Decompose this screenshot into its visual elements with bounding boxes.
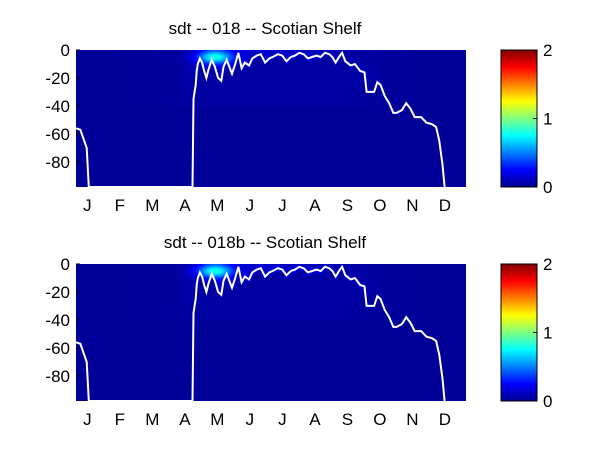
x-tick-label: F xyxy=(115,410,125,429)
x-tick-label: M xyxy=(145,410,159,429)
heatmap-field xyxy=(76,264,466,401)
y-tick-label: 0 xyxy=(61,41,70,60)
x-tick-label: J xyxy=(83,410,92,429)
x-tick-label: M xyxy=(145,196,159,215)
y-tick-label: -20 xyxy=(45,283,70,302)
y-tick-label: -80 xyxy=(45,153,70,172)
y-tick-label: -60 xyxy=(45,339,70,358)
chart-title: sdt -- 018b -- Scotian Shelf xyxy=(164,233,366,252)
x-tick-label: J xyxy=(83,196,92,215)
x-tick-label: F xyxy=(115,196,125,215)
x-tick-label: J xyxy=(278,196,287,215)
y-tick-label: -40 xyxy=(45,311,70,330)
y-tick-label: -60 xyxy=(45,125,70,144)
x-tick-label: M xyxy=(210,410,224,429)
chart-title: sdt -- 018 -- Scotian Shelf xyxy=(169,19,362,38)
y-tick-label: -80 xyxy=(45,367,70,386)
x-tick-label: O xyxy=(373,410,386,429)
colorbar: 0 1 2 xyxy=(500,41,552,197)
heatmap-image xyxy=(76,264,466,401)
x-tick-label: J xyxy=(246,410,255,429)
x-tick-label: O xyxy=(373,196,386,215)
y-tick-label: -20 xyxy=(45,69,70,88)
colorbar-axis: 0 1 2 xyxy=(533,41,552,197)
colorbar-gradient xyxy=(500,263,538,402)
mixed-layer-line xyxy=(76,264,446,401)
colorbar: 0 1 2 xyxy=(500,255,552,411)
colorbar-tick-label: 2 xyxy=(543,41,552,60)
panel-top: sdt -- 018 -- Scotian Shelf 0 -20 -40 -60 -8… xyxy=(45,19,552,215)
x-tick-label: A xyxy=(309,196,321,215)
y-axis: 0 -20 -40 -60 -80 xyxy=(45,41,80,172)
y-axis: 0 -20 -40 -60 -80 xyxy=(45,255,80,386)
x-tick-label: J xyxy=(246,196,255,215)
heatmap-field xyxy=(76,50,466,187)
x-tick-label: A xyxy=(179,196,191,215)
heatmap-image xyxy=(76,50,466,187)
x-tick-label: N xyxy=(406,410,418,429)
x-tick-label: A xyxy=(309,410,321,429)
y-tick-label: 0 xyxy=(61,255,70,274)
x-tick-label: S xyxy=(342,196,353,215)
colorbar-tick-label: 0 xyxy=(543,392,552,411)
x-tick-label: N xyxy=(406,196,418,215)
x-tick-label: A xyxy=(179,410,191,429)
x-tick-label: D xyxy=(439,410,451,429)
colorbar-gradient xyxy=(500,49,538,188)
x-tick-label: S xyxy=(342,410,353,429)
y-tick-label: -40 xyxy=(45,97,70,116)
mixed-layer-line xyxy=(76,50,446,187)
panel-bottom: sdt -- 018b -- Scotian Shelf 0 -20 -40 -60 -… xyxy=(45,233,552,429)
colorbar-tick-label: 1 xyxy=(543,110,552,129)
x-tick-label: M xyxy=(210,196,224,215)
colorbar-tick-label: 0 xyxy=(543,178,552,197)
colorbar-tick-label: 1 xyxy=(543,324,552,343)
colorbar-tick-label: 2 xyxy=(543,255,552,274)
x-tick-label: J xyxy=(278,410,287,429)
x-tick-label: D xyxy=(439,196,451,215)
colorbar-axis: 0 1 2 xyxy=(533,255,552,411)
